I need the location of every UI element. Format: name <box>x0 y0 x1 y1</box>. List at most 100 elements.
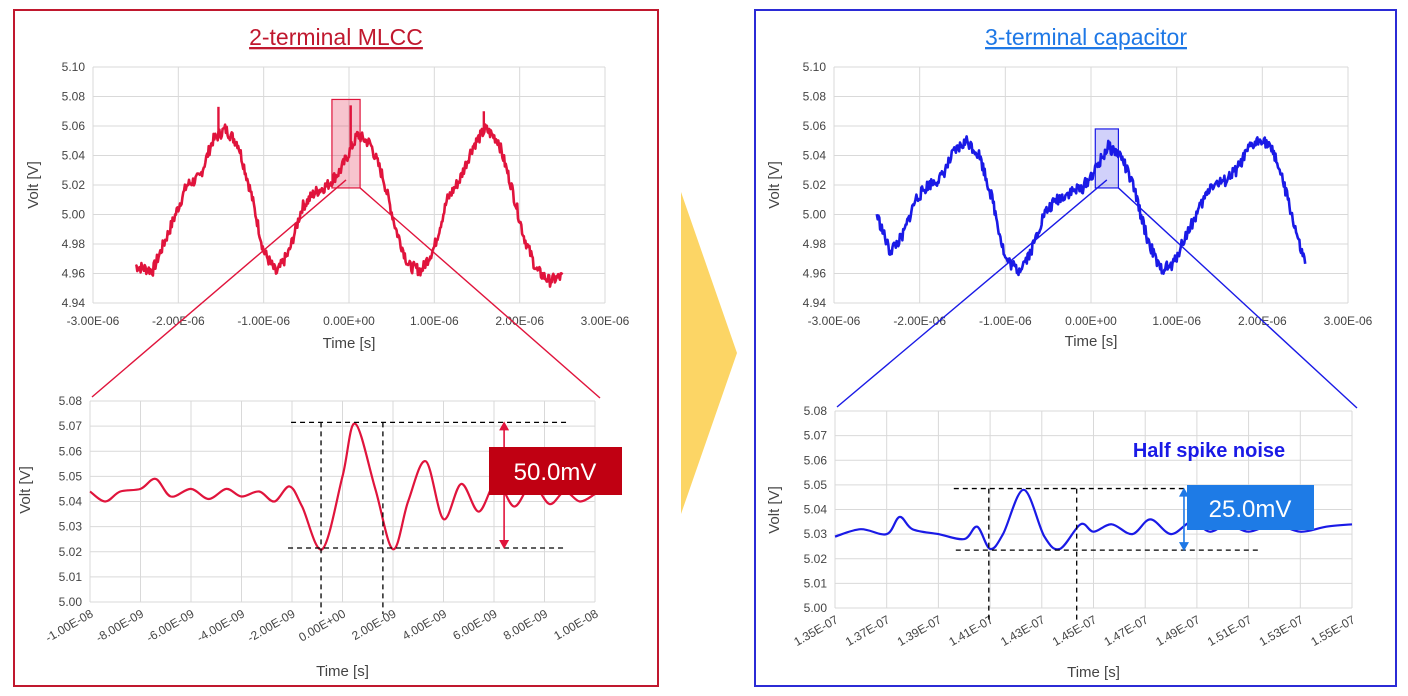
x-tick-label: 4.00E-09 <box>400 606 449 643</box>
y-tick-label: 5.08 <box>62 90 86 104</box>
x-tick-label: 3.00E-06 <box>1324 314 1373 328</box>
right-panel-title: 3-terminal capacitor <box>985 24 1187 50</box>
y-tick-label: 5.03 <box>804 527 828 541</box>
right-connector-left <box>836 179 1108 408</box>
y-tick-label: 5.01 <box>804 576 828 590</box>
x-axis-label: Time [s] <box>1067 664 1120 681</box>
amplitude-arrow-head-up <box>1178 487 1189 497</box>
x-tick-label: 1.00E-06 <box>410 314 459 328</box>
y-tick-label: 5.02 <box>803 178 827 192</box>
left-connector-right <box>359 187 601 399</box>
y-tick-label: 5.05 <box>59 469 83 483</box>
x-tick-label: 1.39E-07 <box>895 612 944 649</box>
y-tick-label: 5.04 <box>62 149 86 163</box>
x-tick-label: 1.51E-07 <box>1205 612 1254 649</box>
y-tick-label: 4.98 <box>803 237 827 251</box>
x-tick-label: 1.35E-07 <box>791 612 840 649</box>
x-tick-label: 0.00E+00 <box>296 606 348 644</box>
y-tick-label: 5.02 <box>804 552 828 566</box>
y-tick-label: 5.06 <box>803 119 827 133</box>
right-zoom-region <box>1094 128 1120 189</box>
y-tick-label: 4.94 <box>803 296 827 310</box>
x-tick-label: 8.00E-09 <box>501 606 550 643</box>
left-zoom-chart: 5.00 5.01 5.02 5.03 5.04 5.05 5.06 5.07 5.08 -1.0… <box>17 394 601 680</box>
y-tick-label: 5.10 <box>803 60 827 74</box>
amplitude-arrow-head-down <box>499 539 510 549</box>
y-tick-label: 4.96 <box>803 267 827 281</box>
y-tick-label: 5.08 <box>59 394 83 408</box>
right-connector-right <box>1117 187 1358 409</box>
transition-arrow <box>681 192 737 514</box>
y-tick-label: 5.10 <box>62 60 86 74</box>
x-tick-label: -2.00E-06 <box>152 314 205 328</box>
y-tick-label: 5.06 <box>59 444 83 458</box>
x-axis-label: Time [s] <box>316 663 369 680</box>
left-badge-background <box>489 447 622 495</box>
y-axis-label: Volt [V] <box>17 466 34 514</box>
x-axis-label: Time [s] <box>1065 333 1118 350</box>
y-tick-label: 5.06 <box>62 119 86 133</box>
right-panel: 3-terminal capacitor 4.94 4.96 4.98 5.00 5.0… <box>754 9 1397 687</box>
y-tick-label: 5.02 <box>59 545 83 559</box>
left-panel: 2-terminal MLCC 4.94 4.96 4.98 5.00 5.02 5.04… <box>13 9 659 687</box>
left-overview-chart: 4.94 4.96 4.98 5.00 5.02 5.04 5.06 5.08 5.10 -3.0… <box>25 60 630 352</box>
x-tick-label: -1.00E-08 <box>43 606 96 645</box>
x-tick-label: -3.00E-06 <box>67 314 120 328</box>
x-tick-label: 1.47E-07 <box>1102 612 1151 649</box>
x-tick-label: 1.37E-07 <box>843 612 892 649</box>
amplitude-arrow-head-up <box>499 421 510 431</box>
x-tick-label: -6.00E-09 <box>144 606 197 645</box>
x-tick-label: 2.00E-06 <box>495 314 544 328</box>
y-tick-label: 5.08 <box>803 90 827 104</box>
y-tick-label: 5.04 <box>804 503 828 517</box>
y-tick-label: 4.98 <box>62 237 86 251</box>
left-zoom-region <box>331 98 361 189</box>
y-tick-label: 5.07 <box>804 429 828 443</box>
x-tick-label: 0.00E+00 <box>323 314 375 328</box>
left-panel-title: 2-terminal MLCC <box>249 24 423 50</box>
x-tick-label: -2.00E-06 <box>893 314 946 328</box>
series-line <box>834 488 1353 551</box>
right-overview-chart: 4.94 4.96 4.98 5.00 5.02 5.04 5.06 5.08 5.10 -3.0… <box>766 60 1373 350</box>
right-badge-background <box>1187 485 1314 530</box>
x-tick-label: 1.00E-06 <box>1152 314 1201 328</box>
x-axis-label: Time [s] <box>323 335 376 352</box>
x-tick-label: 0.00E+00 <box>1065 314 1117 328</box>
series-line <box>134 123 564 288</box>
y-axis-label: Volt [V] <box>766 161 783 209</box>
right-panel-frame <box>754 9 1397 687</box>
y-tick-label: 5.06 <box>804 453 828 467</box>
y-tick-label: 5.04 <box>59 495 83 509</box>
x-tick-label: -1.00E-06 <box>979 314 1032 328</box>
right-badge-label: 25.0mV <box>1209 496 1292 523</box>
left-connector-left <box>91 179 347 398</box>
x-tick-label: -3.00E-06 <box>808 314 861 328</box>
x-tick-label: -4.00E-09 <box>194 606 247 645</box>
amplitude-arrow-head-down <box>1178 542 1189 552</box>
x-tick-label: 1.55E-07 <box>1308 612 1357 649</box>
x-tick-label: 3.00E-06 <box>581 314 630 328</box>
x-tick-label: 6.00E-09 <box>450 606 499 643</box>
y-tick-label: 4.96 <box>62 267 86 281</box>
y-tick-label: 5.00 <box>803 208 827 222</box>
y-tick-label: 5.04 <box>803 149 827 163</box>
x-tick-label: 1.53E-07 <box>1257 612 1306 649</box>
x-tick-label: -8.00E-09 <box>93 606 146 645</box>
y-tick-label: 5.08 <box>804 404 828 418</box>
half-spike-noise-label: Half spike noise <box>1133 440 1285 462</box>
y-tick-label: 5.07 <box>59 419 83 433</box>
y-axis-label: Volt [V] <box>25 161 42 209</box>
y-tick-label: 5.01 <box>59 570 83 584</box>
series-line <box>875 135 1307 277</box>
y-axis-label: Volt [V] <box>766 486 783 534</box>
y-tick-label: 5.00 <box>804 601 828 615</box>
y-tick-label: 4.94 <box>62 296 86 310</box>
y-tick-label: 5.03 <box>59 520 83 534</box>
x-tick-label: -1.00E-06 <box>237 314 290 328</box>
series-line <box>89 422 596 551</box>
x-tick-label: 1.49E-07 <box>1153 612 1202 649</box>
y-tick-label: 5.05 <box>804 478 828 492</box>
right-amplitude-badge: 25.0mV <box>1187 485 1314 530</box>
left-panel-frame <box>13 9 659 687</box>
